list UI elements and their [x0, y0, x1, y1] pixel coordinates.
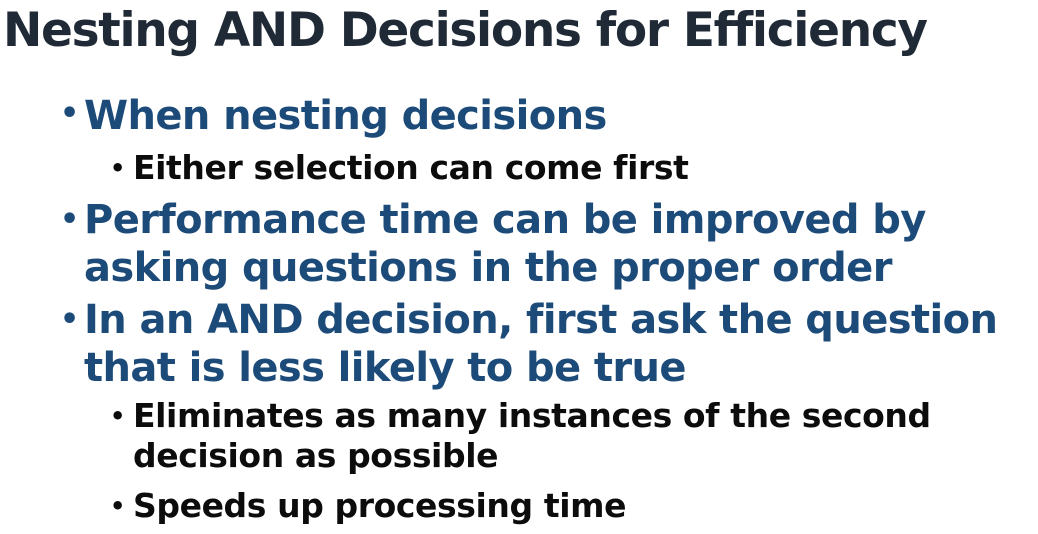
- bullet-text: In an AND decision, first ask the questi…: [84, 297, 998, 343]
- bullet-item: Performance time can be improved by aski…: [84, 196, 926, 292]
- bullet-glyph: •: [60, 302, 80, 337]
- bullet-glyph: •: [110, 402, 126, 430]
- bullet-glyph: •: [110, 154, 126, 182]
- bullet-text: decision as possible: [133, 436, 499, 475]
- bullet-glyph: •: [110, 492, 126, 520]
- bullet-text: that is less likely to be true: [84, 345, 687, 391]
- bullet-text: Eliminates as many instances of the seco…: [133, 396, 931, 435]
- bullet-item: In an AND decision, first ask the questi…: [84, 296, 998, 392]
- bullet-text: asking questions in the proper order: [84, 245, 892, 291]
- bullet-glyph: •: [60, 96, 80, 131]
- bullet-text: When nesting decisions: [84, 93, 607, 139]
- bullet-item: Either selection can come first: [133, 148, 689, 188]
- bullet-item: Speeds up processing time: [133, 486, 626, 526]
- bullet-item: When nesting decisions: [84, 92, 607, 140]
- slide-title: Nesting AND Decisions for Efficiency: [3, 3, 928, 58]
- bullet-item: Eliminates as many instances of the seco…: [133, 396, 931, 476]
- bullet-glyph: •: [60, 202, 80, 237]
- bullet-text: Either selection can come first: [133, 148, 689, 187]
- bullet-text: Speeds up processing time: [133, 486, 627, 525]
- bullet-text: Performance time can be improved by: [84, 197, 926, 243]
